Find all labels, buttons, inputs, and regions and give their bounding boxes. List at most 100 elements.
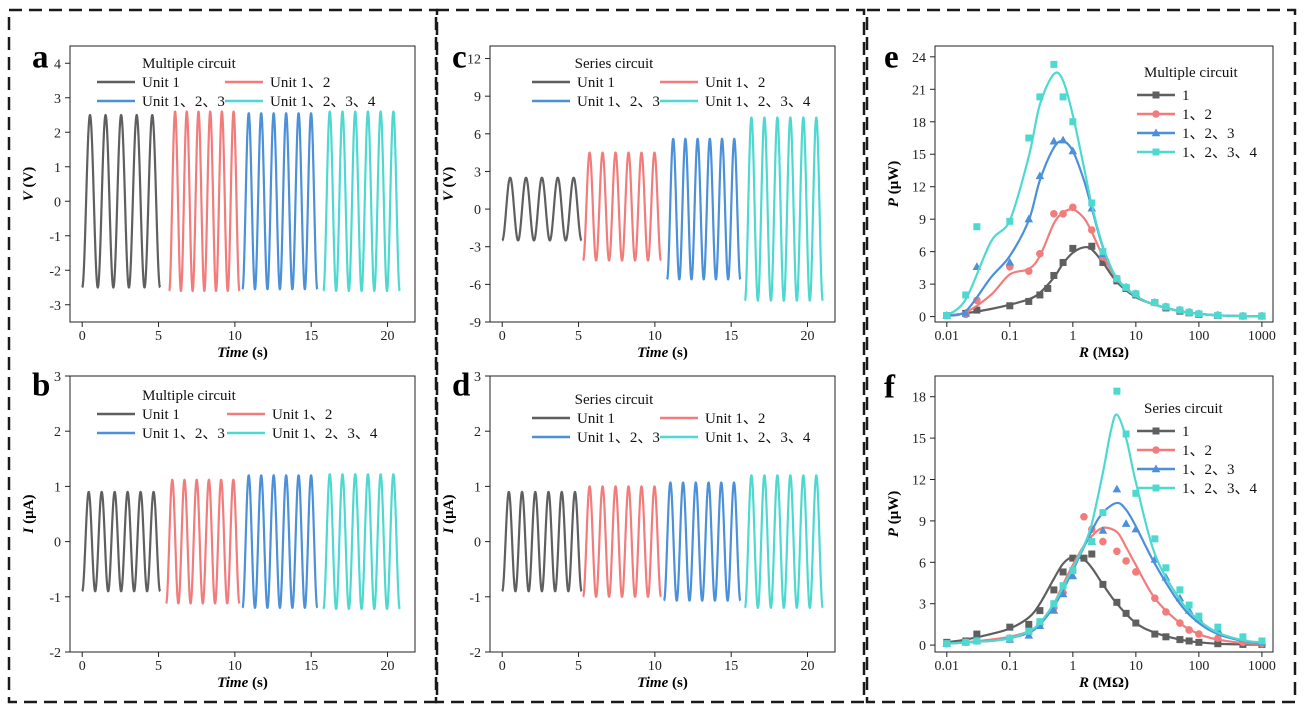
data-point bbox=[1059, 258, 1067, 266]
y-axis-label: V (V) bbox=[441, 167, 457, 202]
x-axis-symbol: R bbox=[1078, 675, 1089, 691]
data-point bbox=[1024, 214, 1034, 223]
y-tick-label: 9 bbox=[919, 515, 926, 530]
legend: Series circuit Unit 1 Unit 1、2 Unit 1、2、3 Un… bbox=[532, 56, 811, 110]
data-point bbox=[962, 638, 970, 646]
data-point bbox=[1113, 387, 1121, 395]
data-point bbox=[1176, 306, 1184, 314]
x-tick-label: 1000 bbox=[1248, 329, 1276, 344]
data-point bbox=[1059, 582, 1067, 590]
data-point bbox=[1088, 538, 1096, 546]
series-line bbox=[241, 474, 319, 609]
x-tick-label: 0 bbox=[79, 659, 86, 674]
legend-entry: 1、2 bbox=[1182, 443, 1212, 459]
y-tick-label: 1 bbox=[474, 480, 481, 495]
x-tick-label: 10 bbox=[1129, 659, 1143, 674]
data-point bbox=[1088, 242, 1096, 250]
data-point bbox=[1162, 633, 1170, 641]
legend-entry: Unit 1、2、3、4 bbox=[705, 430, 811, 446]
y-axis-label: V (V) bbox=[21, 167, 37, 202]
x-axis-symbol: Time bbox=[217, 675, 248, 691]
legend-entry: Unit 1、2、3 bbox=[577, 94, 660, 110]
y-tick-label: 3 bbox=[474, 165, 481, 180]
series-line bbox=[501, 176, 583, 242]
panel-letter-b: b bbox=[32, 368, 50, 404]
legend-entry: Unit 1、2、3、4 bbox=[705, 94, 811, 110]
data-point bbox=[1175, 593, 1185, 602]
fit-curve bbox=[946, 413, 1263, 645]
x-tick-label: 15 bbox=[724, 659, 738, 674]
data-point bbox=[1099, 258, 1107, 266]
y-tick-label: 18 bbox=[912, 116, 926, 131]
data-point bbox=[1195, 638, 1203, 646]
data-point bbox=[1098, 526, 1108, 534]
x-tick-label: 10 bbox=[648, 329, 662, 344]
x-axis-unit: (MΩ) bbox=[1089, 675, 1129, 691]
legend-entry: 1、2、3 bbox=[1182, 462, 1235, 478]
y-tick-label: -3 bbox=[49, 299, 61, 314]
data-point bbox=[1151, 630, 1159, 638]
y-axis-label: I (μA) bbox=[21, 495, 37, 535]
data-point bbox=[1122, 430, 1130, 438]
data-point bbox=[1195, 612, 1203, 620]
data-point bbox=[1069, 244, 1077, 252]
plot-frame bbox=[69, 45, 416, 323]
series-line bbox=[168, 110, 241, 293]
series-line bbox=[666, 137, 742, 281]
x-axis-label: Time (s) bbox=[637, 345, 688, 361]
series-group bbox=[942, 60, 1267, 320]
panel-letters: a b c d e f bbox=[32, 40, 899, 406]
chart-c: 0 5 10 15 20 -9 -6 -3 0 3 6 9 12 Time (s) V (V) Series … bbox=[441, 45, 836, 361]
y-axis-label: P (μW) bbox=[886, 491, 902, 537]
y-tick-label: -1 bbox=[469, 591, 481, 606]
y-tick-label: 0 bbox=[54, 195, 61, 210]
data-point bbox=[1036, 250, 1044, 258]
y-tick-label: 1 bbox=[54, 480, 61, 495]
y-tick-label: -2 bbox=[49, 646, 61, 661]
x-axis-symbol: R bbox=[1078, 345, 1089, 361]
y-tick-label: 2 bbox=[54, 425, 61, 440]
legend-entry: Unit 1 bbox=[577, 75, 615, 91]
x-tick-label: 10 bbox=[1129, 329, 1143, 344]
y-tick-label: 6 bbox=[919, 556, 926, 571]
x-axis-symbol: Time bbox=[217, 345, 248, 361]
fit-curve bbox=[946, 501, 1263, 645]
data-point bbox=[1185, 601, 1193, 609]
data-point bbox=[1132, 619, 1140, 627]
legend-entry: Unit 1、2 bbox=[270, 75, 330, 91]
plot-frame bbox=[934, 45, 1274, 323]
chart-d: 0 5 10 15 20 -2 -1 0 1 2 3 Time (s) I (μA) Series cir… bbox=[441, 370, 836, 691]
y-axis-unit: (μA) bbox=[441, 495, 457, 528]
y-axis-unit: (μW) bbox=[886, 491, 902, 528]
data-point bbox=[1025, 134, 1033, 142]
data-point bbox=[1036, 618, 1044, 626]
data-point bbox=[1080, 554, 1088, 562]
series-line bbox=[165, 478, 241, 605]
data-point bbox=[1058, 589, 1068, 598]
x-axis-symbol: Time bbox=[637, 345, 668, 361]
data-point bbox=[1024, 267, 1033, 275]
x-tick-label: 0.1 bbox=[1001, 659, 1019, 674]
data-point bbox=[1112, 484, 1122, 493]
y-tick-label: 0 bbox=[474, 536, 481, 551]
y-tick-label: 24 bbox=[912, 51, 926, 66]
x-tick-label: 0.01 bbox=[935, 659, 960, 674]
legend-entry: 1 bbox=[1182, 88, 1190, 104]
data-point bbox=[1006, 634, 1014, 642]
x-tick-label: 5 bbox=[575, 329, 582, 344]
data-point bbox=[1069, 118, 1077, 126]
legend-entry: Unit 1、2、3、4 bbox=[272, 426, 378, 442]
y-tick-label: 6 bbox=[474, 128, 481, 143]
data-point bbox=[1185, 626, 1193, 634]
legend-marker bbox=[1151, 464, 1161, 473]
data-point bbox=[1099, 509, 1107, 517]
data-point bbox=[1099, 248, 1107, 256]
panel-letter-c: c bbox=[452, 40, 467, 76]
y-tick-label: 0 bbox=[919, 639, 926, 654]
y-tick-label: 15 bbox=[912, 148, 926, 163]
data-point bbox=[1059, 209, 1067, 218]
series-group bbox=[501, 474, 824, 609]
data-point bbox=[1050, 586, 1058, 594]
y-tick-label: 0 bbox=[474, 203, 481, 218]
data-point bbox=[1025, 620, 1033, 628]
